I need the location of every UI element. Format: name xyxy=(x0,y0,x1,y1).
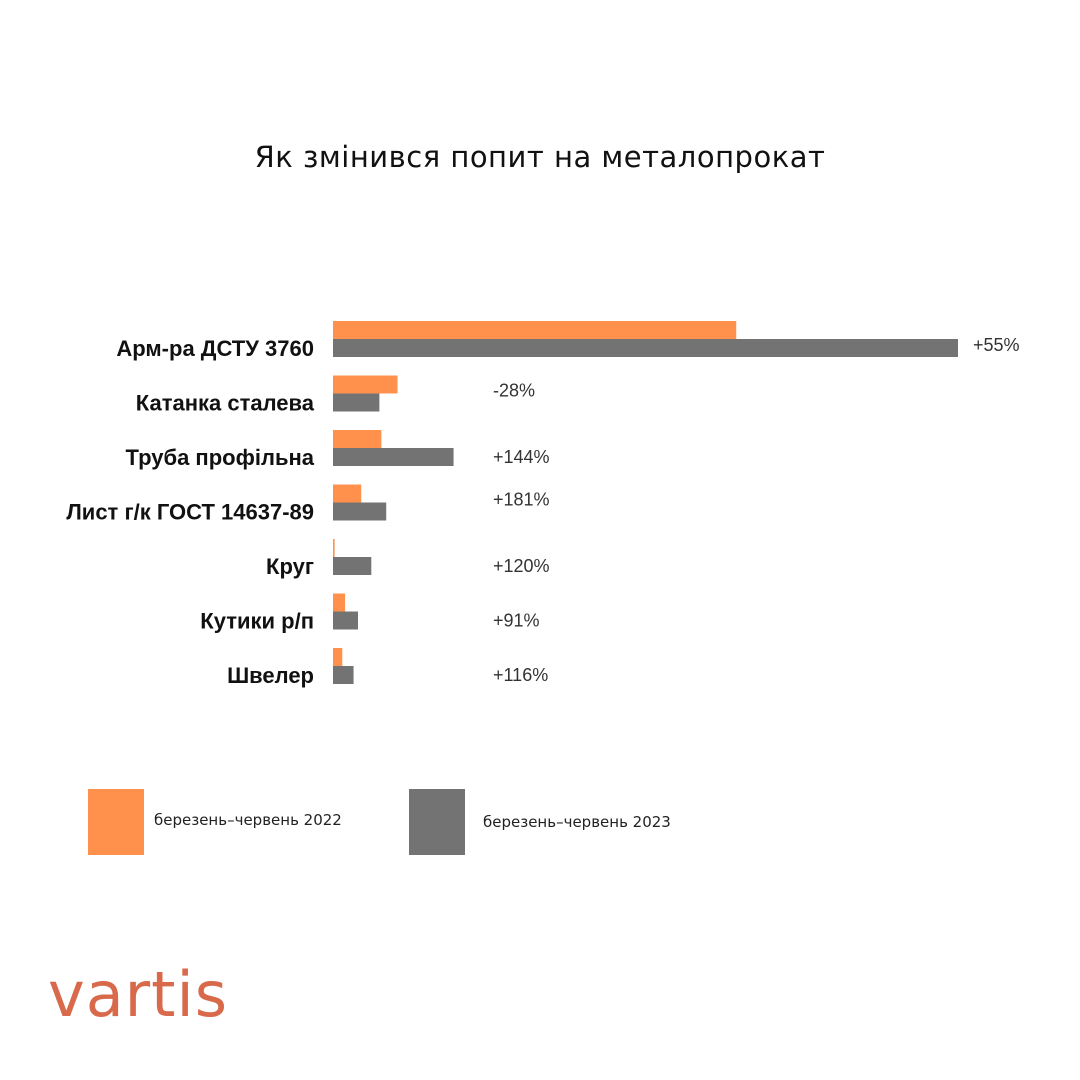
category-label-4: Круг xyxy=(266,554,314,579)
category-label-1: Катанка сталева xyxy=(136,391,315,416)
bar-chart: Арм-ра ДСТУ 3760 +55% Катанка сталева -28% Т… xyxy=(66,321,1020,688)
category-label-0: Арм-ра ДСТУ 3760 xyxy=(116,336,314,361)
legend-swatch-2023 xyxy=(409,789,465,855)
bar-2022-1 xyxy=(333,375,398,394)
legend-swatch-2022 xyxy=(88,789,144,855)
bar-2022-2 xyxy=(333,430,382,448)
change-label-2: +144% xyxy=(493,447,550,467)
category-label-2: Труба профільна xyxy=(126,445,315,470)
bar-2023-6 xyxy=(333,666,354,684)
vartis-logo: vartis xyxy=(48,958,229,1031)
bar-2023-0 xyxy=(333,339,958,357)
legend-label-2022: березень–червень 2022 xyxy=(154,811,342,829)
bar-2022-6 xyxy=(333,648,343,666)
category-label-5: Кутики р/п xyxy=(200,609,314,634)
change-label-4: +120% xyxy=(493,556,550,576)
bar-2023-2 xyxy=(333,448,454,466)
bar-2022-4 xyxy=(333,539,335,557)
bar-2022-3 xyxy=(333,484,362,503)
change-label-5: +91% xyxy=(493,611,540,631)
legend-label-2023: березень–червень 2023 xyxy=(483,813,671,831)
bar-2023-1 xyxy=(333,393,380,412)
chart-title: Як змінився попит на металопрокат xyxy=(254,140,826,174)
change-label-1: -28% xyxy=(493,381,535,401)
change-label-0: +55% xyxy=(973,335,1020,355)
bar-2022-5 xyxy=(333,593,346,612)
change-label-3: +181% xyxy=(493,490,550,510)
change-label-6: +116% xyxy=(493,665,548,685)
bar-2023-3 xyxy=(333,502,387,521)
bar-2023-4 xyxy=(333,557,372,575)
category-label-3: Лист г/к ГОСТ 14637-89 xyxy=(66,500,314,525)
category-label-6: Швелер xyxy=(227,663,314,688)
bar-2023-5 xyxy=(333,611,358,630)
bar-2022-0 xyxy=(333,321,737,339)
